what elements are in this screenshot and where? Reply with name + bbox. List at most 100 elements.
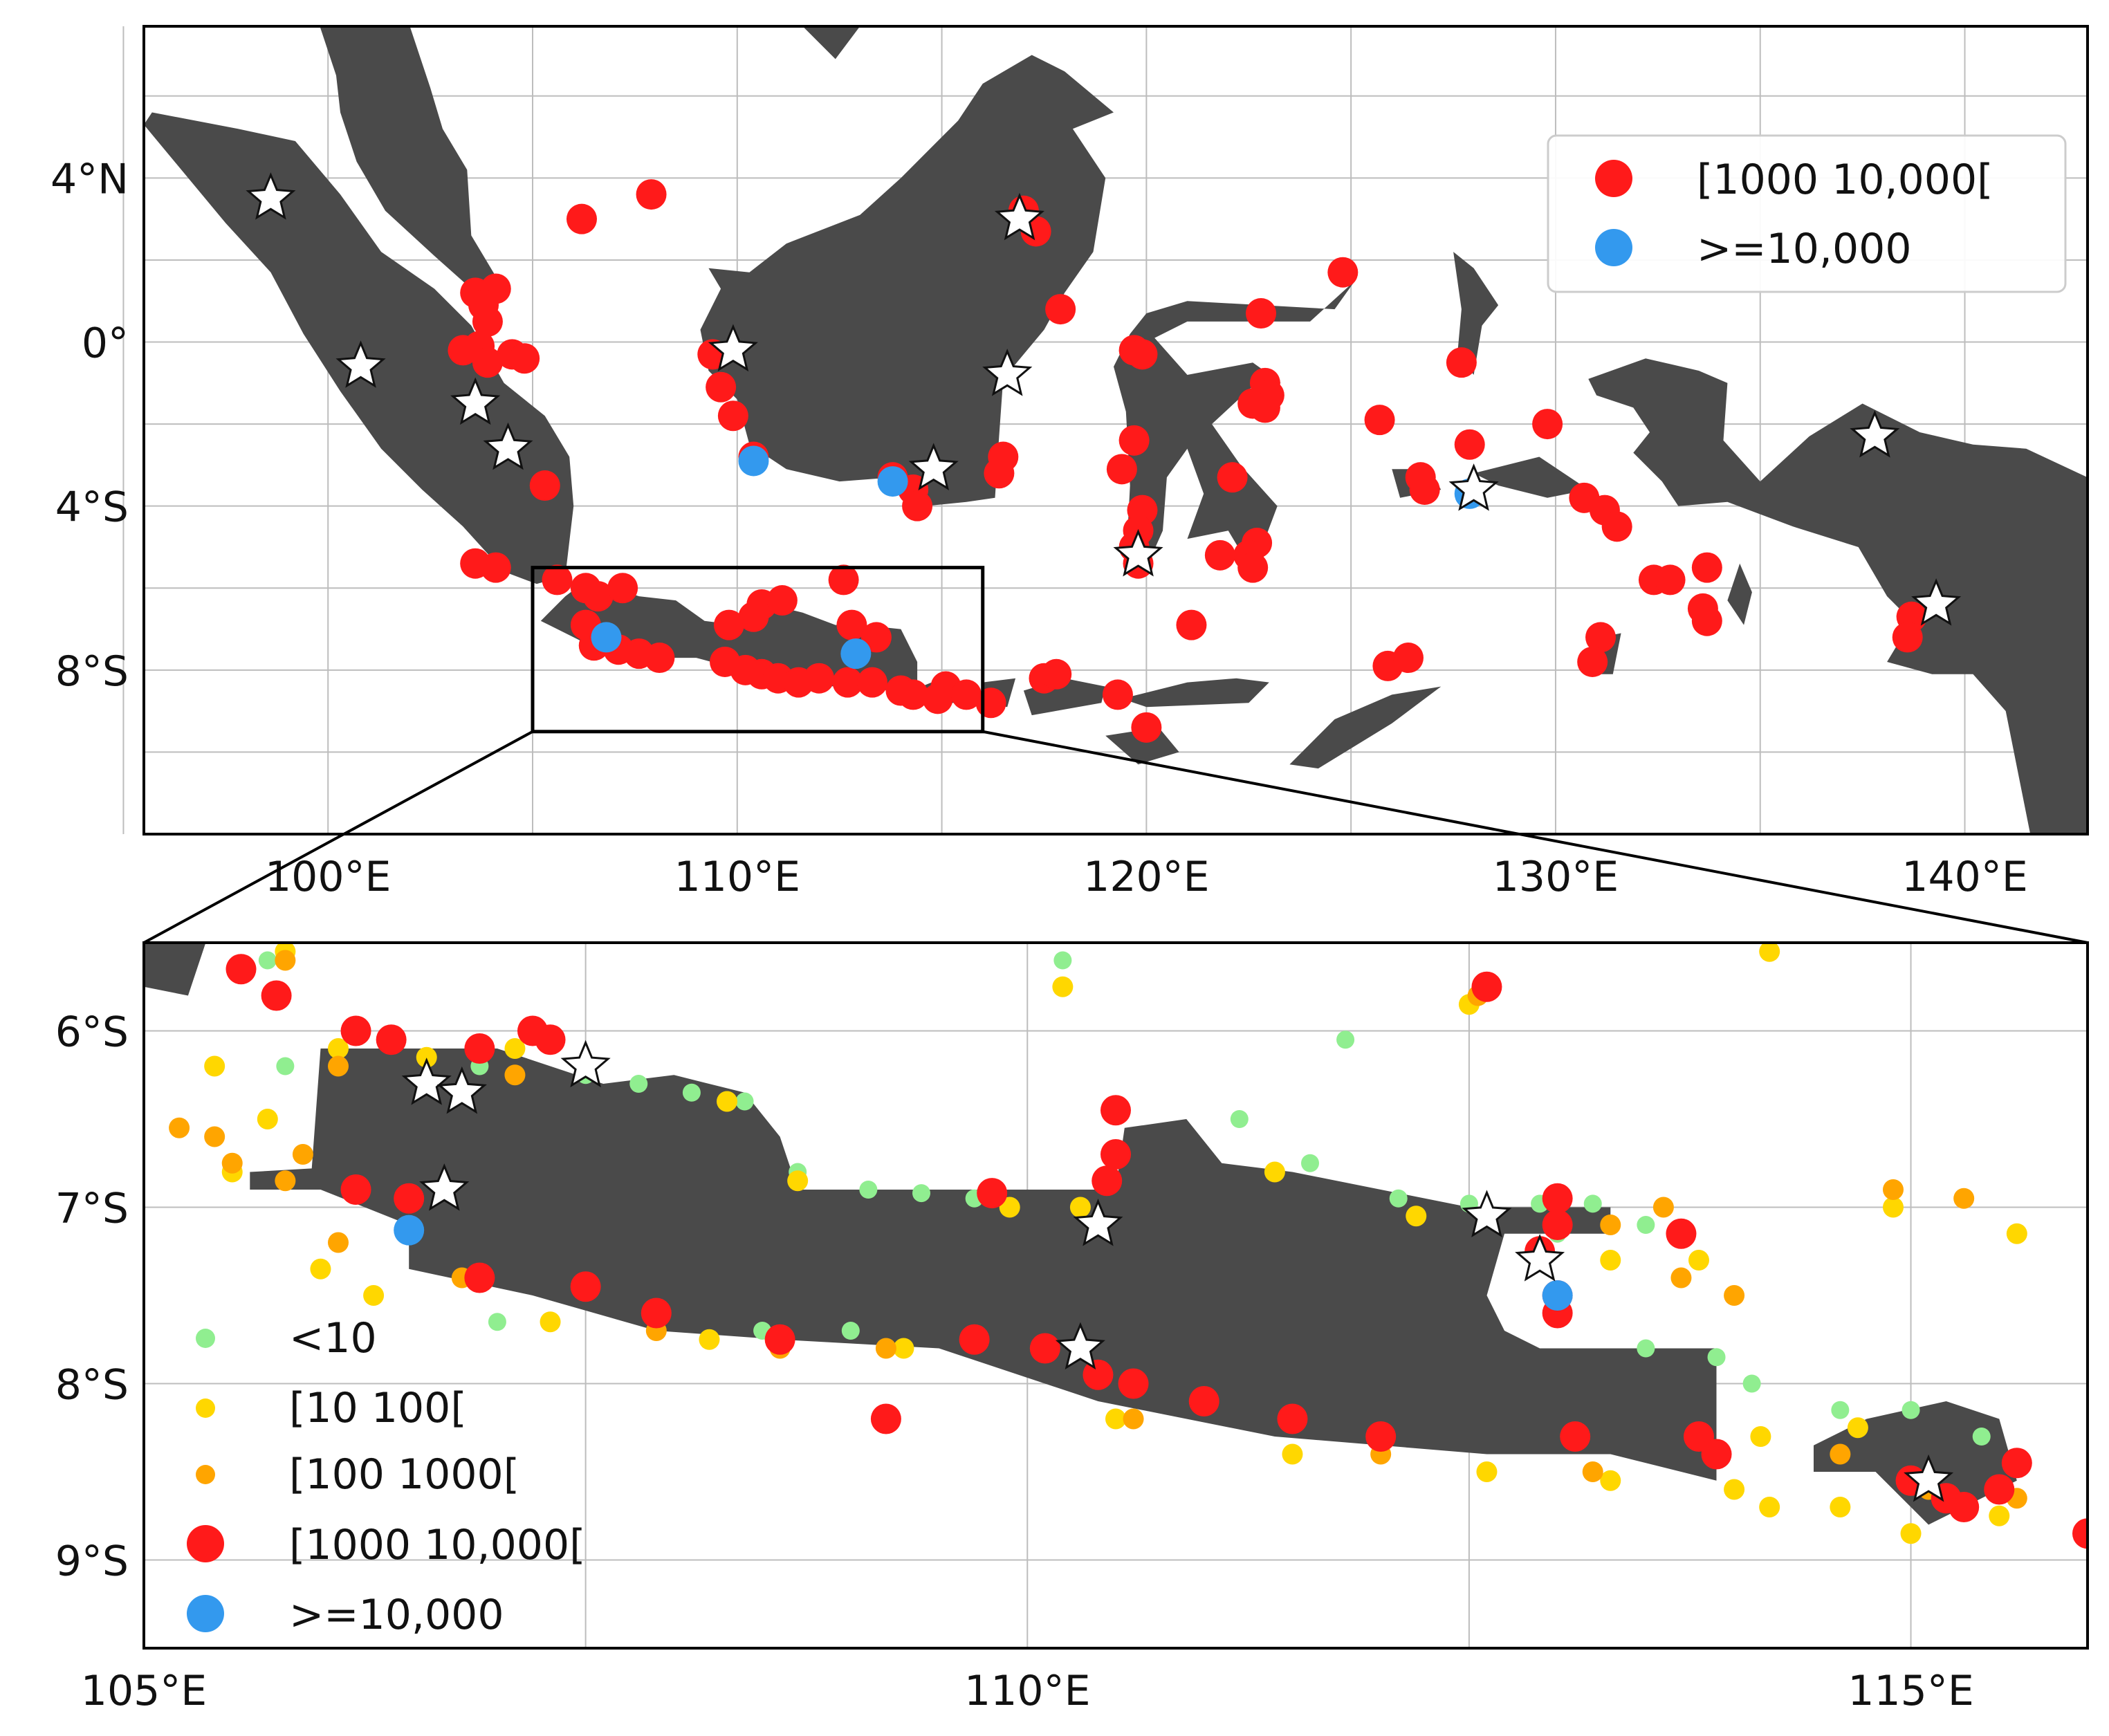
- land-polygon: [1289, 686, 1442, 769]
- point-10-100: [717, 1091, 737, 1112]
- point-100-1000: [1582, 1461, 1603, 1482]
- point-1000-10000: [464, 1033, 495, 1064]
- point-1000-10000: [1577, 646, 1608, 677]
- point-100-1000: [1670, 1267, 1692, 1289]
- point-1000-10000: [535, 1024, 566, 1055]
- point-10-100: [1750, 1426, 1771, 1447]
- point-1000-10000: [1131, 712, 1162, 743]
- top-legend-label-1000-10000: [1000 10,000[: [1697, 156, 1993, 204]
- bottom-map-legend: <10 [10 100[ [100 1000[ [1000 10,000[ >=…: [187, 1314, 586, 1639]
- y-tick-label: 4°S: [55, 483, 129, 532]
- point-1000-10000: [2001, 1448, 2032, 1479]
- point-1000-10000: [984, 458, 1015, 489]
- point-1000-10000: [836, 609, 867, 640]
- point-1000-10000: [959, 1324, 990, 1355]
- point-10-100: [363, 1285, 385, 1306]
- point-10-100: [1900, 1523, 1922, 1544]
- point-100-1000: [221, 1152, 243, 1174]
- x-tick-label: 120°E: [1083, 853, 1209, 901]
- point-lt-10: [1053, 951, 1072, 970]
- point-1000-10000: [1984, 1474, 2015, 1505]
- point-1000-10000: [1217, 462, 1248, 493]
- point-1000-10000: [870, 1403, 901, 1434]
- x-tick-label: 140°E: [1901, 853, 2027, 901]
- bottom-legend-swatch-10-100: [196, 1398, 215, 1418]
- point-1000-10000: [766, 585, 798, 616]
- point-1000-10000: [1409, 474, 1440, 505]
- y-tick-label: 7°S: [55, 1185, 129, 1233]
- point-lt-10: [1707, 1348, 1726, 1367]
- point-lt-10: [258, 951, 277, 970]
- land-polygon: [1453, 252, 1499, 375]
- point-lt-10: [841, 1322, 860, 1340]
- point-1000-10000: [764, 1324, 795, 1355]
- point-1000-10000: [1100, 1095, 1131, 1126]
- point-100-1000: [328, 1232, 349, 1253]
- point-10-100: [1600, 1250, 1621, 1271]
- bottom-map-frame: [142, 941, 2089, 1650]
- point-1000-10000: [1585, 622, 1617, 653]
- star-marker: [436, 1066, 487, 1114]
- point-lt-10: [1831, 1401, 1850, 1419]
- top-map-star-markers: [246, 172, 1962, 626]
- point-1000-10000: [1327, 257, 1359, 288]
- star-marker: [401, 1058, 452, 1105]
- point-100-1000: [1600, 1215, 1621, 1235]
- bottom-legend-label-10-100: [10 100[: [289, 1384, 467, 1432]
- point-lt-10: [912, 1184, 930, 1203]
- point-1000-10000: [340, 1015, 371, 1046]
- point-1000-10000: [951, 679, 982, 710]
- point-1000-10000: [1691, 552, 1722, 583]
- point-10-100: [1847, 1417, 1868, 1439]
- point-1000-10000: [902, 490, 933, 521]
- point-1000-10000: [480, 552, 511, 583]
- x-tick-label: 110°E: [674, 853, 800, 901]
- point-1000-10000: [1249, 392, 1280, 423]
- inset-connector-left: [143, 730, 533, 944]
- y-tick-label: 6°S: [55, 1008, 129, 1057]
- point-1000-10000: [1176, 609, 1207, 640]
- point-1000-10000: [1204, 539, 1235, 571]
- point-1000-10000: [1100, 1139, 1131, 1170]
- point-gte-10000: [877, 466, 908, 497]
- point-1000-10000: [1246, 298, 1277, 329]
- land-polygon: [1588, 358, 2088, 834]
- point-1000-10000: [394, 1183, 425, 1214]
- star-marker: [1904, 1454, 1954, 1502]
- star-marker: [994, 192, 1045, 241]
- point-lt-10: [1637, 1339, 1655, 1358]
- point-100-1000: [292, 1144, 313, 1165]
- point-10-100: [540, 1311, 561, 1333]
- point-1000-10000: [570, 1271, 601, 1302]
- point-lt-10: [1901, 1401, 1920, 1419]
- point-10-100: [328, 1038, 349, 1059]
- point-lt-10: [1972, 1428, 1991, 1446]
- point-lt-10: [859, 1181, 878, 1199]
- point-1000-10000: [1041, 658, 1072, 690]
- top-map-points-1000-10000: [448, 179, 1927, 743]
- point-1000-10000: [804, 663, 835, 694]
- point-1000-10000: [607, 573, 638, 604]
- inset-connector-right: [982, 730, 2088, 944]
- point-lt-10: [1230, 1110, 1249, 1128]
- point-lt-10: [1583, 1194, 1602, 1213]
- y-tick-label: 8°S: [55, 1361, 129, 1410]
- bottom-legend-label-100-1000: [100 1000[: [289, 1450, 519, 1499]
- land-polygon: [1121, 678, 1269, 708]
- point-10-100: [2006, 1223, 2027, 1244]
- point-1000-10000: [1045, 294, 1076, 325]
- point-1000-10000: [860, 622, 892, 653]
- point-1000-10000: [1029, 1333, 1060, 1364]
- point-10-100: [416, 1046, 437, 1068]
- point-1000-10000: [1560, 1421, 1591, 1452]
- point-1000-10000: [1542, 1210, 1573, 1240]
- point-10-100: [310, 1258, 331, 1280]
- point-10-100: [1688, 1250, 1709, 1271]
- land-polygon: [700, 55, 1114, 506]
- point-10-100: [999, 1197, 1020, 1218]
- point-10-100: [1282, 1443, 1303, 1465]
- bottom-map-panel: 105°E 110°E 115°E 6°S 7°S 8°S 9°S <10 [10 100…: [55, 941, 2089, 1715]
- point-1000-10000: [898, 679, 929, 710]
- point-1000-10000: [582, 581, 614, 612]
- point-1000-10000: [464, 1262, 495, 1293]
